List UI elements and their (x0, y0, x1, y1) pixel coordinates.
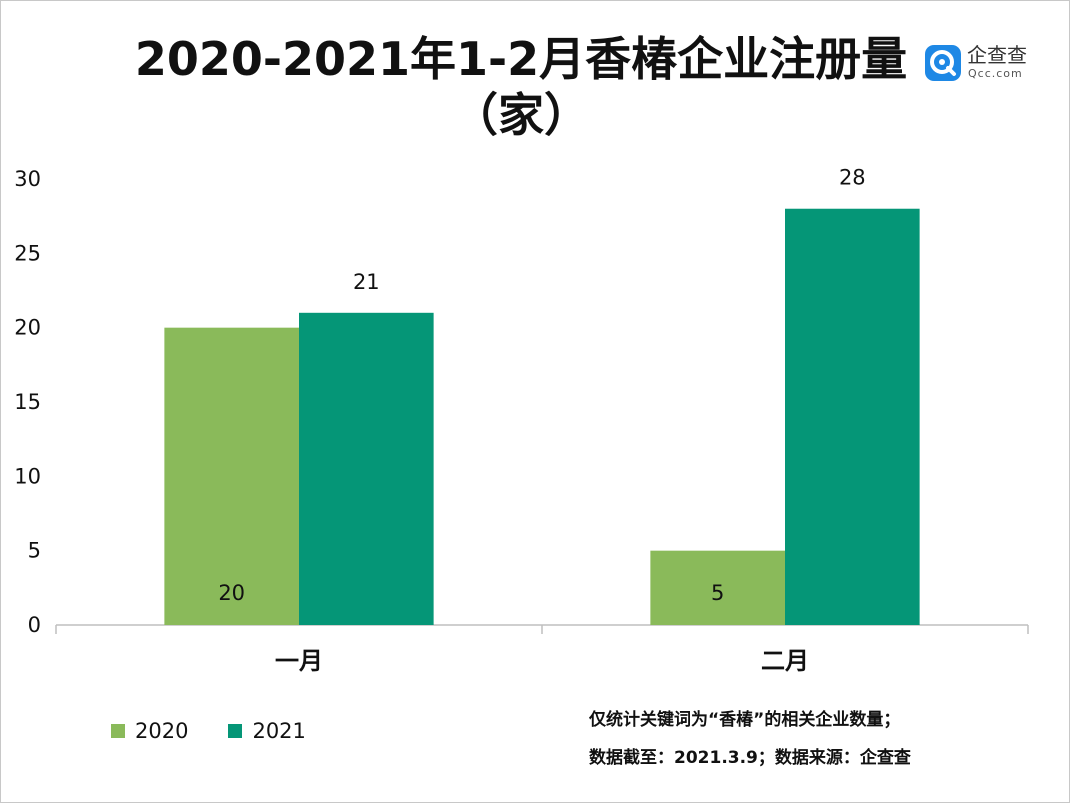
data-label-2020-1: 20 (218, 581, 245, 605)
data-label-2021-2: 28 (839, 166, 866, 190)
logo-name-en: Qcc.com (968, 67, 1023, 80)
legend-swatch-2021 (228, 724, 243, 738)
legend-label-2021: 2021 (252, 719, 306, 743)
y-tick-label: 25 (14, 241, 41, 265)
qcc-logo-icon (925, 45, 961, 81)
legend-label-2020: 2020 (135, 719, 189, 743)
qcc-logo: 企查查 Qcc.com (923, 43, 1033, 83)
chart-title-line2: （家） (452, 88, 590, 142)
y-tick-label: 10 (14, 464, 41, 488)
y-tick-label: 5 (28, 539, 41, 563)
footnote-line1: 仅统计关键词为“香椿”的相关企业数量； (589, 710, 901, 730)
x-category-label: 二月 (761, 647, 809, 675)
bar-2020-2 (650, 550, 785, 625)
legend-swatch-2020 (111, 724, 125, 738)
bar-2021-1 (299, 312, 434, 625)
y-tick-label: 15 (14, 390, 41, 414)
y-tick-label: 0 (28, 613, 41, 637)
chart-title: 2020-2021年1-2月香椿企业注册量 （家） (121, 31, 921, 143)
y-tick-label: 30 (14, 167, 41, 191)
logo-name-cn: 企查查 (967, 43, 1027, 67)
legend-item-2021: 2021 (228, 719, 306, 743)
legend: 2020 2021 (111, 719, 346, 743)
footnote-line2: 数据截至：2021.3.9；数据来源：企查查 (589, 748, 911, 768)
chart-title-line1: 2020-2021年1-2月香椿企业注册量 (134, 32, 908, 86)
bar-2021-2 (785, 208, 920, 625)
x-category-label: 一月 (275, 647, 323, 675)
data-label-2020-2: 5 (711, 581, 724, 605)
data-label-2021-1: 21 (353, 270, 380, 294)
footnote: 仅统计关键词为“香椿”的相关企业数量； 数据截至：2021.3.9；数据来源：企… (589, 701, 911, 777)
legend-item-2020: 2020 (111, 719, 188, 743)
bar-2020-1 (164, 327, 299, 625)
y-tick-label: 20 (14, 316, 41, 340)
